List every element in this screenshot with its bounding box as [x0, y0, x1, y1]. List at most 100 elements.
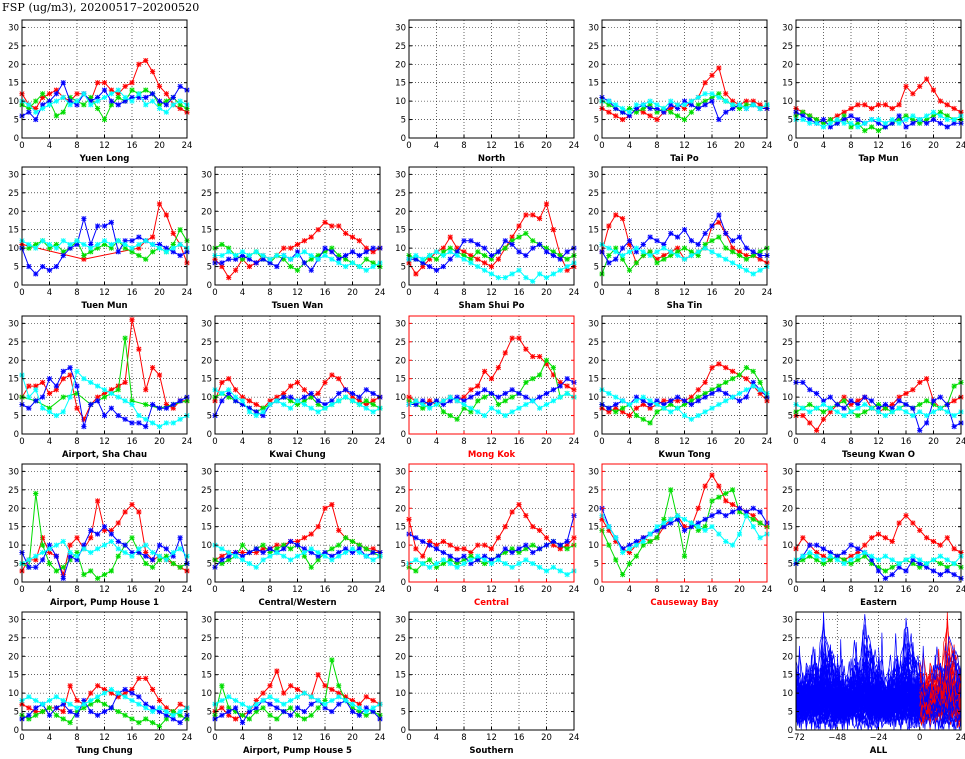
- data-point-blue: [88, 708, 94, 715]
- data-point-green: [654, 409, 660, 415]
- y-tick-label: 30: [8, 615, 19, 625]
- x-tick-label: 20: [928, 141, 939, 151]
- data-point-green: [675, 113, 681, 119]
- data-point-cyan: [626, 546, 633, 552]
- data-point-blue: [757, 252, 763, 259]
- y-tick-label: 10: [201, 689, 212, 699]
- data-point-blue: [633, 394, 639, 400]
- y-tick-label: 25: [395, 189, 406, 199]
- data-point-blue: [702, 516, 708, 522]
- data-point-cyan: [516, 405, 522, 411]
- data-point-blue: [716, 212, 722, 218]
- data-point-green: [260, 705, 266, 711]
- x-tick-label: 0: [212, 288, 217, 298]
- data-point-cyan: [855, 405, 861, 411]
- data-point-blue: [675, 394, 681, 400]
- data-point-green: [736, 105, 743, 112]
- data-point-blue: [129, 549, 135, 556]
- data-point-red: [855, 549, 861, 556]
- y-tick-label: 30: [588, 23, 599, 33]
- data-point-green: [40, 542, 46, 548]
- data-point-green: [807, 553, 813, 559]
- data-point-green: [226, 557, 232, 563]
- data-point-red: [143, 675, 149, 681]
- data-point-red: [523, 212, 529, 218]
- data-point-blue: [640, 535, 646, 541]
- data-point-blue: [88, 241, 94, 248]
- data-point-green: [730, 249, 736, 255]
- y-tick-label: 25: [782, 634, 793, 644]
- y-tick-label: 5: [14, 560, 19, 570]
- data-point-cyan: [723, 256, 729, 262]
- data-point-blue: [944, 568, 950, 574]
- data-point-green: [101, 701, 108, 707]
- data-point-cyan: [688, 252, 694, 259]
- data-point-red: [246, 398, 252, 404]
- data-point-green: [267, 549, 273, 556]
- data-point-cyan: [820, 401, 827, 408]
- series-line-red: [601, 66, 768, 121]
- data-point-blue: [356, 394, 362, 400]
- data-point-green: [709, 238, 715, 244]
- data-point-blue: [253, 546, 259, 552]
- data-point-blue: [543, 249, 550, 255]
- x-tick-label: 20: [928, 437, 939, 447]
- data-point-cyan: [620, 105, 626, 112]
- x-tick-label: 12: [99, 733, 110, 743]
- x-tick-label: 4: [434, 585, 439, 595]
- data-point-cyan: [267, 401, 273, 408]
- data-point-red: [944, 102, 950, 108]
- data-point-cyan: [550, 271, 556, 277]
- data-point-cyan: [730, 542, 736, 548]
- y-tick-label: 0: [14, 726, 19, 736]
- y-tick-label: 10: [201, 541, 212, 551]
- data-point-green: [924, 398, 930, 404]
- data-point-red: [60, 708, 66, 715]
- data-point-cyan: [702, 91, 708, 97]
- data-point-green: [523, 546, 529, 552]
- data-point-blue: [736, 398, 743, 404]
- y-tick-label: 25: [201, 634, 212, 644]
- data-point-red: [626, 412, 633, 419]
- data-point-cyan: [253, 564, 259, 570]
- data-point-cyan: [301, 401, 307, 408]
- y-tick-label: 5: [788, 412, 793, 422]
- data-point-red: [620, 216, 626, 222]
- data-point-cyan: [315, 697, 321, 704]
- data-point-red: [274, 394, 280, 400]
- data-point-red: [910, 520, 916, 526]
- data-point-green: [688, 249, 694, 255]
- data-point-blue: [349, 549, 356, 556]
- x-tick-label: 12: [873, 585, 884, 595]
- y-tick-label: 10: [8, 689, 19, 699]
- data-point-green: [482, 560, 488, 567]
- data-point-cyan: [482, 267, 488, 273]
- y-tick-label: 10: [782, 97, 793, 107]
- data-point-green: [136, 720, 142, 726]
- y-tick-label: 30: [8, 23, 19, 33]
- data-point-red: [702, 483, 708, 489]
- data-point-green: [814, 116, 820, 123]
- data-point-green: [640, 542, 646, 548]
- data-point-red: [730, 368, 736, 374]
- data-point-green: [447, 412, 453, 419]
- data-point-cyan: [633, 102, 639, 108]
- y-tick-label: 10: [782, 393, 793, 403]
- data-point-cyan: [53, 412, 59, 419]
- data-point-green: [482, 394, 488, 400]
- data-point-blue: [550, 252, 556, 259]
- data-point-red: [468, 252, 474, 259]
- data-point-green: [702, 390, 708, 397]
- x-tick-label: 0: [599, 437, 604, 447]
- data-point-blue: [557, 542, 563, 548]
- data-point-blue: [688, 238, 694, 244]
- data-point-blue: [46, 267, 53, 273]
- data-point-red: [233, 716, 239, 722]
- data-point-cyan: [40, 701, 46, 707]
- data-point-red: [427, 398, 433, 404]
- data-point-red: [370, 249, 376, 255]
- data-point-blue: [702, 394, 708, 400]
- data-point-cyan: [944, 409, 950, 415]
